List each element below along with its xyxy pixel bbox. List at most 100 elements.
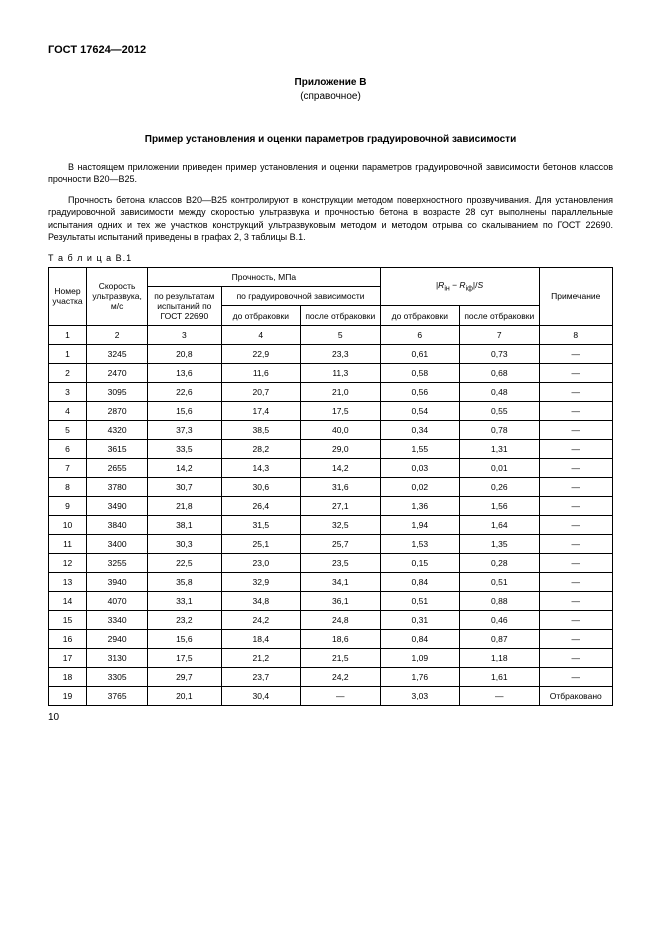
table-cell: 0,03: [380, 458, 460, 477]
table-cell: 17,5: [301, 401, 381, 420]
appendix-sub: (справочное): [48, 90, 613, 104]
table-cell: 3245: [87, 344, 148, 363]
table-cell: —: [460, 686, 540, 705]
table-cell: 21,2: [221, 648, 301, 667]
table-cell: 3: [49, 382, 87, 401]
table-cell: —: [539, 401, 612, 420]
table-row: 14407033,134,836,10,510,88—: [49, 591, 613, 610]
table-cell: 22,5: [148, 553, 221, 572]
th-after-2: после отбраковки: [460, 306, 540, 326]
table-cell: 13,6: [148, 363, 221, 382]
table-cell: 0,46: [460, 610, 540, 629]
table-row: 9349021,826,427,11,361,56—: [49, 496, 613, 515]
paragraph-1: В настоящем приложении приведен пример у…: [48, 161, 613, 185]
table-cell: 18,4: [221, 629, 301, 648]
table-cell: 18: [49, 667, 87, 686]
table-cell: —: [539, 363, 612, 382]
table-cell: 1,18: [460, 648, 540, 667]
table-cell: 38,5: [221, 420, 301, 439]
table-cell: 14: [49, 591, 87, 610]
table-row: 2247013,611,611,30,580,68—: [49, 363, 613, 382]
table-cell: 23,7: [221, 667, 301, 686]
table-cell: 20,1: [148, 686, 221, 705]
column-number-row: 1 2 3 4 5 6 7 8: [49, 325, 613, 344]
th-formula: |Riн − Riф|/S: [380, 267, 539, 306]
table-cell: 4070: [87, 591, 148, 610]
table-cell: 11,3: [301, 363, 381, 382]
table-cell: 2655: [87, 458, 148, 477]
table-cell: 3,03: [380, 686, 460, 705]
table-cell: 30,3: [148, 534, 221, 553]
table-head: Номер участка Скорость ультразвука, м/с …: [49, 267, 613, 344]
table-cell: 7: [49, 458, 87, 477]
table-row: 8378030,730,631,60,020,26—: [49, 477, 613, 496]
table-cell: —: [539, 344, 612, 363]
table-cell: 15: [49, 610, 87, 629]
th-before-2: до отбраковки: [380, 306, 460, 326]
page-number: 10: [48, 712, 613, 723]
table-row: 3309522,620,721,00,560,48—: [49, 382, 613, 401]
table-cell: 31,6: [301, 477, 381, 496]
table-cell: 36,1: [301, 591, 381, 610]
table-cell: 30,4: [221, 686, 301, 705]
table-cell: 2: [49, 363, 87, 382]
colnum-5: 5: [301, 325, 381, 344]
colnum-6: 6: [380, 325, 460, 344]
table-cell: 23,3: [301, 344, 381, 363]
table-cell: 0,28: [460, 553, 540, 572]
paragraph-2: Прочность бетона классов В20—В25 контрол…: [48, 194, 613, 243]
table-cell: 1,64: [460, 515, 540, 534]
th-speed: Скорость ультразвука, м/с: [87, 267, 148, 325]
table-cell: 21,8: [148, 496, 221, 515]
table-cell: 25,7: [301, 534, 381, 553]
table-cell: 35,8: [148, 572, 221, 591]
table-cell: 32,5: [301, 515, 381, 534]
table-cell: 11,6: [221, 363, 301, 382]
table-row: 19376520,130,4—3,03—Отбраковано: [49, 686, 613, 705]
data-table: Номер участка Скорость ультразвука, м/с …: [48, 267, 613, 706]
colnum-1: 1: [49, 325, 87, 344]
table-cell: 1,61: [460, 667, 540, 686]
table-cell: 23,2: [148, 610, 221, 629]
table-row: 16294015,618,418,60,840,87—: [49, 629, 613, 648]
page: ГОСТ 17624—2012 Приложение В (справочное…: [0, 0, 661, 731]
table-cell: 24,2: [221, 610, 301, 629]
table-cell: 25,1: [221, 534, 301, 553]
table-cell: 30,6: [221, 477, 301, 496]
table-cell: —: [539, 515, 612, 534]
table-cell: —: [539, 667, 612, 686]
table-cell: —: [539, 553, 612, 572]
table-cell: 29,0: [301, 439, 381, 458]
table-cell: 21,5: [301, 648, 381, 667]
table-cell: —: [539, 534, 612, 553]
table-cell: 32,9: [221, 572, 301, 591]
table-cell: —: [539, 629, 612, 648]
colnum-8: 8: [539, 325, 612, 344]
table-cell: 21,0: [301, 382, 381, 401]
table-cell: 0,73: [460, 344, 540, 363]
table-cell: 16: [49, 629, 87, 648]
th-note: Примечание: [539, 267, 612, 325]
table-cell: 33,1: [148, 591, 221, 610]
table-cell: 34,8: [221, 591, 301, 610]
table-cell: 0,58: [380, 363, 460, 382]
table-cell: 27,1: [301, 496, 381, 515]
table-cell: 3490: [87, 496, 148, 515]
table-cell: 31,5: [221, 515, 301, 534]
table-caption: Т а б л и ц а В.1: [48, 253, 613, 263]
table-row: 5432037,338,540,00,340,78—: [49, 420, 613, 439]
table-cell: 4: [49, 401, 87, 420]
table-cell: 28,2: [221, 439, 301, 458]
table-cell: 23,5: [301, 553, 381, 572]
appendix-block: Приложение В (справочное): [48, 76, 613, 104]
table-cell: 3765: [87, 686, 148, 705]
table-cell: 1,94: [380, 515, 460, 534]
table-cell: 12: [49, 553, 87, 572]
th-after-1: после отбраковки: [301, 306, 381, 326]
colnum-7: 7: [460, 325, 540, 344]
table-cell: 0,61: [380, 344, 460, 363]
table-cell: 18,6: [301, 629, 381, 648]
table-cell: 0,84: [380, 572, 460, 591]
table-cell: 3305: [87, 667, 148, 686]
table-cell: 17,4: [221, 401, 301, 420]
